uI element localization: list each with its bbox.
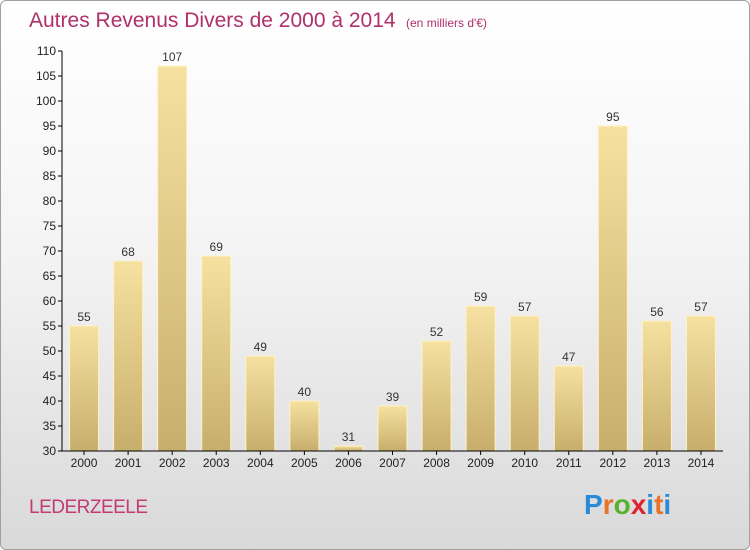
logo-letter: P — [584, 489, 603, 520]
bar-2006 — [333, 445, 364, 452]
x-tick-label: 2005 — [291, 456, 318, 470]
chart-title-text: Autres Revenus Divers de 2000 à 2014 — [29, 9, 396, 32]
bar-2014 — [685, 315, 716, 452]
bar-value-label: 40 — [298, 385, 312, 399]
x-tick-label: 2002 — [159, 456, 186, 470]
bar-value-label: 107 — [162, 50, 182, 64]
commune-name: LEDERZEELE — [29, 497, 148, 518]
bar-2007 — [377, 405, 408, 452]
bar-2001 — [113, 260, 144, 452]
bar-2008 — [421, 340, 452, 452]
logo-letter: x — [630, 489, 647, 520]
y-tick-label: 85 — [43, 169, 57, 183]
bar-value-label: 47 — [562, 350, 576, 364]
logo-letter: i — [646, 489, 655, 520]
y-tick-label: 75 — [43, 219, 57, 233]
bar-2013 — [641, 320, 672, 452]
bar-value-label: 95 — [606, 110, 620, 124]
x-tick-label: 2014 — [688, 456, 715, 470]
y-tick-label: 105 — [36, 69, 56, 83]
bar-value-label: 52 — [430, 325, 444, 339]
y-tick-label: 100 — [36, 94, 56, 108]
logo-letter: r — [602, 489, 614, 520]
y-tick-label: 50 — [43, 344, 57, 358]
y-tick-label: 60 — [43, 294, 57, 308]
bar-value-label: 31 — [342, 430, 356, 444]
chart-unit-note: (en milliers d'€) — [406, 16, 487, 30]
bar-value-label: 68 — [121, 245, 135, 259]
x-tick-label: 2003 — [203, 456, 230, 470]
bar-value-label: 57 — [694, 300, 708, 314]
x-tick-label: 2011 — [556, 456, 582, 470]
x-tick-label: 2004 — [247, 456, 274, 470]
x-tick-label: 2013 — [644, 456, 671, 470]
axes-layer: 2000 2001 2002 2003 2004 2005 2006 2007 2008 2009… — [36, 44, 723, 470]
y-tick-label: 35 — [43, 419, 57, 433]
y-tick-label: 110 — [37, 44, 56, 58]
logo-letter: t — [654, 489, 664, 520]
y-tick-label: 90 — [43, 144, 57, 158]
bar-2002 — [157, 65, 188, 452]
x-tick-label: 2009 — [467, 456, 494, 470]
bar-2010 — [509, 315, 540, 452]
bar-2004 — [245, 355, 276, 452]
x-tick-label: 2000 — [71, 456, 98, 470]
chart-title: Autres Revenus Divers de 2000 à 2014 (en… — [29, 9, 487, 33]
bar-2012 — [597, 125, 628, 452]
x-tick-label: 2007 — [379, 456, 406, 470]
logo-letter: o — [613, 489, 631, 520]
bar-2003 — [201, 255, 232, 452]
bar-value-label: 49 — [254, 340, 268, 354]
y-tick-label: 80 — [43, 194, 57, 208]
x-tick-label: 2010 — [511, 456, 538, 470]
bar-2005 — [289, 400, 320, 452]
y-tick-label: 40 — [43, 394, 57, 408]
bar-2000 — [69, 325, 100, 452]
bar-2011 — [553, 365, 584, 452]
x-tick-label: 2001 — [115, 456, 142, 470]
bar-value-label: 56 — [650, 305, 664, 319]
y-tick-label: 65 — [43, 269, 57, 283]
y-tick-label: 45 — [43, 369, 57, 383]
y-tick-label: 30 — [43, 444, 57, 458]
x-tick-label: 2006 — [335, 456, 362, 470]
x-tick-label: 2012 — [599, 456, 626, 470]
y-tick-label: 95 — [43, 119, 57, 133]
bar-value-label: 69 — [210, 240, 224, 254]
y-tick-label: 55 — [43, 319, 57, 333]
bar-value-label: 59 — [474, 290, 488, 304]
proxiti-logo[interactable]: Proxiti — [584, 489, 671, 521]
bar-value-label: 39 — [386, 390, 400, 404]
bar-2009 — [465, 305, 496, 452]
bars-layer: 55 68 107 69 49 40 31 39 52 59 57 47 95 56 57 — [69, 50, 716, 452]
y-tick-label: 70 — [43, 244, 57, 258]
bar-value-label: 55 — [77, 310, 91, 324]
bar-value-label: 57 — [518, 300, 532, 314]
logo-letter: i — [663, 489, 672, 520]
x-tick-label: 2008 — [423, 456, 450, 470]
